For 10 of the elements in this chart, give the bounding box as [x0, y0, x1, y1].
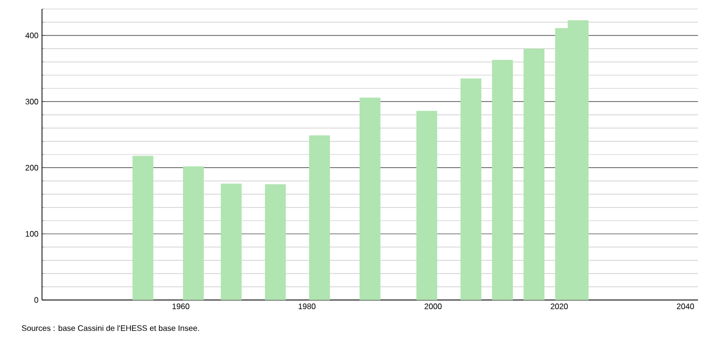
bar [309, 135, 330, 300]
bar [492, 60, 513, 300]
bar [182, 166, 204, 300]
bar [360, 98, 380, 300]
bar [524, 48, 544, 300]
bar [264, 184, 286, 300]
bar [132, 156, 154, 300]
bar [416, 110, 438, 300]
bar [220, 184, 242, 300]
bar [460, 78, 482, 300]
